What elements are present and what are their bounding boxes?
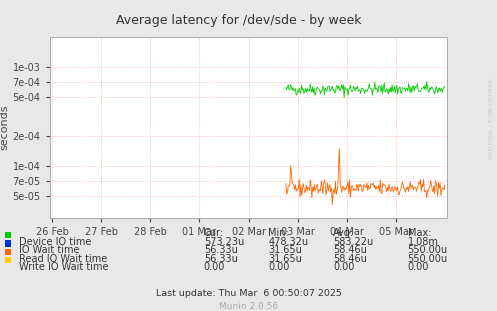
Text: RRDTOOL / TOBI OETIKER: RRDTOOL / TOBI OETIKER bbox=[488, 78, 493, 159]
Text: 56.33u: 56.33u bbox=[204, 245, 238, 255]
Text: 583.22u: 583.22u bbox=[333, 237, 373, 247]
Text: Write IO Wait time: Write IO Wait time bbox=[19, 262, 108, 272]
Text: 1.08m: 1.08m bbox=[408, 237, 438, 247]
Text: Last update: Thu Mar  6 00:50:07 2025: Last update: Thu Mar 6 00:50:07 2025 bbox=[156, 289, 341, 298]
Text: 58.46u: 58.46u bbox=[333, 245, 367, 255]
Text: Max:: Max: bbox=[408, 228, 431, 238]
Text: Average latency for /dev/sde - by week: Average latency for /dev/sde - by week bbox=[116, 14, 361, 27]
Text: Munin 2.0.56: Munin 2.0.56 bbox=[219, 302, 278, 311]
Text: 31.65u: 31.65u bbox=[268, 245, 302, 255]
Text: Cur:: Cur: bbox=[204, 228, 224, 238]
Text: IO Wait time: IO Wait time bbox=[19, 245, 80, 255]
Text: Min:: Min: bbox=[268, 228, 289, 238]
Text: 0.00: 0.00 bbox=[268, 262, 290, 272]
Text: 58.46u: 58.46u bbox=[333, 254, 367, 264]
Text: 0.00: 0.00 bbox=[333, 262, 354, 272]
Text: 478.32u: 478.32u bbox=[268, 237, 309, 247]
Text: 550.00u: 550.00u bbox=[408, 254, 448, 264]
Text: 31.65u: 31.65u bbox=[268, 254, 302, 264]
Text: Device IO time: Device IO time bbox=[19, 237, 91, 247]
Text: 0.00: 0.00 bbox=[204, 262, 225, 272]
Text: Read IO Wait time: Read IO Wait time bbox=[19, 254, 107, 264]
Y-axis label: seconds: seconds bbox=[0, 105, 10, 150]
Text: Avg:: Avg: bbox=[333, 228, 354, 238]
Text: 550.00u: 550.00u bbox=[408, 245, 448, 255]
Text: 0.00: 0.00 bbox=[408, 262, 429, 272]
Text: 56.33u: 56.33u bbox=[204, 254, 238, 264]
Text: 573.23u: 573.23u bbox=[204, 237, 244, 247]
